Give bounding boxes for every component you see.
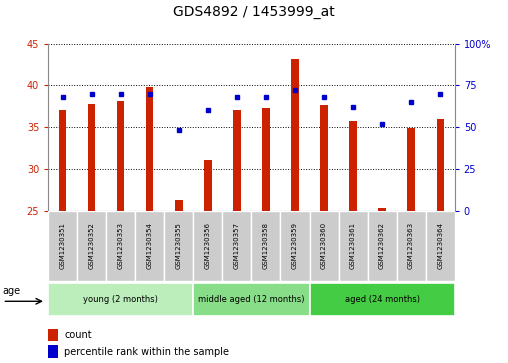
Bar [194, 283, 309, 316]
Bar [194, 211, 223, 281]
Text: percentile rank within the sample: percentile rank within the sample [64, 347, 229, 356]
Bar [48, 345, 58, 358]
Bar [436, 119, 444, 211]
Bar [135, 211, 165, 281]
Bar [321, 105, 328, 211]
Text: aged (24 months): aged (24 months) [344, 295, 420, 304]
Text: GSM1230361: GSM1230361 [350, 223, 356, 269]
Text: GSM1230351: GSM1230351 [60, 223, 66, 269]
Bar [48, 329, 58, 341]
Text: GDS4892 / 1453999_at: GDS4892 / 1453999_at [173, 5, 335, 20]
Bar [204, 160, 211, 211]
Text: age: age [3, 286, 20, 297]
Bar [350, 121, 357, 211]
Bar [117, 101, 124, 211]
Bar [175, 200, 182, 211]
Bar [309, 283, 455, 316]
Text: GSM1230354: GSM1230354 [147, 223, 153, 269]
Text: young (2 months): young (2 months) [83, 295, 158, 304]
Text: GSM1230355: GSM1230355 [176, 223, 182, 269]
Bar [262, 108, 270, 211]
Bar [77, 211, 106, 281]
Text: middle aged (12 months): middle aged (12 months) [198, 295, 305, 304]
Text: GSM1230360: GSM1230360 [321, 223, 327, 269]
Bar [280, 211, 309, 281]
Bar [48, 283, 194, 316]
Bar [88, 104, 96, 211]
Text: GSM1230353: GSM1230353 [118, 223, 124, 269]
Bar [397, 211, 426, 281]
Bar [407, 128, 415, 211]
Text: GSM1230364: GSM1230364 [437, 223, 443, 269]
Text: GSM1230363: GSM1230363 [408, 223, 414, 269]
Bar [146, 87, 153, 211]
Bar [59, 110, 67, 211]
Bar [309, 211, 338, 281]
Bar [165, 211, 194, 281]
Text: GSM1230359: GSM1230359 [292, 223, 298, 269]
Bar [378, 208, 386, 211]
Bar [223, 211, 251, 281]
Text: GSM1230352: GSM1230352 [89, 223, 95, 269]
Text: GSM1230362: GSM1230362 [379, 223, 385, 269]
Bar [368, 211, 397, 281]
Bar [106, 211, 135, 281]
Text: GSM1230358: GSM1230358 [263, 223, 269, 269]
Bar [292, 58, 299, 211]
Text: GSM1230356: GSM1230356 [205, 223, 211, 269]
Bar [338, 211, 368, 281]
Bar [251, 211, 280, 281]
Text: count: count [64, 330, 92, 340]
Bar [48, 211, 77, 281]
Text: GSM1230357: GSM1230357 [234, 223, 240, 269]
Bar [233, 110, 241, 211]
Bar [426, 211, 455, 281]
